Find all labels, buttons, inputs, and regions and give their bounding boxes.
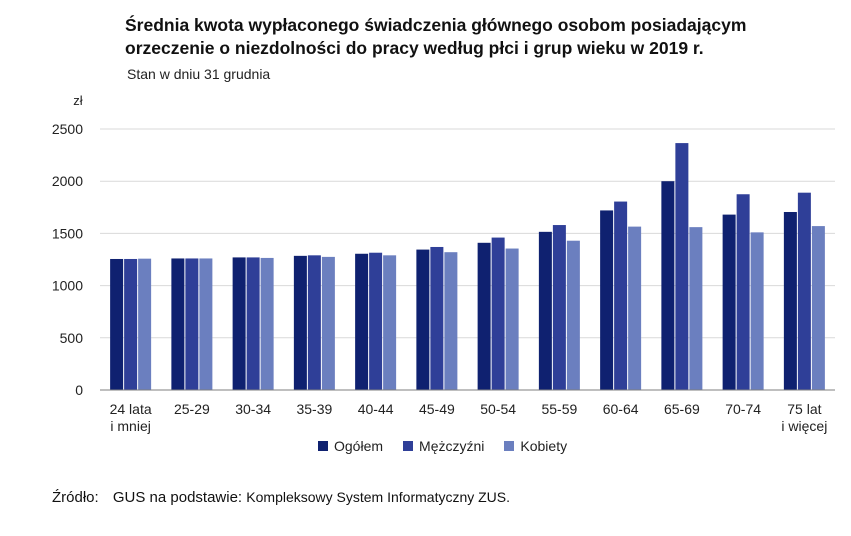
x-tick-label: 45-49 bbox=[419, 401, 455, 417]
bar bbox=[566, 240, 580, 390]
x-tick-label: 24 lata i mniej bbox=[110, 401, 152, 434]
x-tick-label: 25-29 bbox=[174, 401, 210, 417]
bar bbox=[552, 225, 566, 390]
y-tick-label: 1500 bbox=[52, 225, 83, 241]
bar bbox=[689, 227, 703, 390]
legend-swatch-ogolem bbox=[318, 441, 328, 451]
legend-label-kobiety: Kobiety bbox=[520, 438, 568, 454]
bar bbox=[307, 255, 321, 390]
x-tick-label: 70-74 bbox=[725, 401, 761, 417]
bar bbox=[232, 257, 246, 390]
bar bbox=[383, 255, 397, 390]
x-tick-label: 75 lat i więcej bbox=[781, 401, 827, 434]
legend-item-kobiety: Kobiety bbox=[504, 438, 567, 454]
bar bbox=[600, 210, 614, 390]
bar bbox=[416, 249, 430, 390]
x-tick-label: 40-44 bbox=[358, 401, 394, 417]
bar bbox=[293, 255, 307, 390]
bar bbox=[355, 253, 369, 390]
x-tick-label: 35-39 bbox=[296, 401, 332, 417]
bar bbox=[675, 143, 689, 390]
bar bbox=[783, 211, 797, 390]
legend-item-mezczyzni: Mężczyźni bbox=[403, 438, 484, 454]
bar bbox=[260, 257, 274, 390]
bar bbox=[628, 226, 642, 390]
bar bbox=[491, 237, 505, 390]
chart-legend: Ogółem Mężczyźni Kobiety bbox=[318, 438, 567, 454]
y-tick-label: 1000 bbox=[52, 278, 83, 294]
bar bbox=[797, 192, 811, 390]
bar bbox=[246, 257, 260, 390]
bar bbox=[811, 226, 825, 390]
bar bbox=[430, 246, 444, 390]
x-tick-label: 30-34 bbox=[235, 401, 271, 417]
bar bbox=[124, 258, 138, 390]
bar bbox=[736, 194, 750, 390]
bar bbox=[750, 232, 764, 390]
source-basis: GUS na podstawie: bbox=[112, 489, 243, 506]
y-axis-unit-label: zł bbox=[73, 93, 83, 108]
source-text: Kompleksowy System Informatyczny ZUS. bbox=[246, 489, 511, 505]
bar bbox=[110, 258, 124, 390]
bar bbox=[171, 258, 185, 390]
bar bbox=[614, 201, 628, 390]
bar bbox=[444, 252, 458, 390]
y-tick-label: 2500 bbox=[52, 121, 83, 137]
y-tick-label: 500 bbox=[60, 330, 84, 346]
legend-swatch-kobiety bbox=[504, 441, 515, 451]
bar bbox=[661, 181, 675, 390]
chart-subtitle: Stan w dniu 31 grudnia bbox=[127, 66, 271, 82]
source-label: Źródło: bbox=[52, 489, 99, 506]
bar bbox=[538, 231, 552, 390]
bar bbox=[199, 258, 213, 390]
legend-swatch-mezczyzni bbox=[403, 441, 414, 451]
chart-title: Średnia kwota wypłaconego świadczenia gł… bbox=[125, 15, 747, 58]
legend-label-mezczyzni: Mężczyźni bbox=[419, 438, 485, 454]
legend-label-ogolem: Ogółem bbox=[334, 438, 384, 454]
bar bbox=[505, 248, 519, 390]
y-tick-label: 2000 bbox=[52, 173, 83, 189]
source-note: Źródło: GUS na podstawie: Kompleksowy Sy… bbox=[52, 489, 510, 506]
bar bbox=[722, 214, 736, 390]
x-tick-label: 65-69 bbox=[664, 401, 700, 417]
bar bbox=[321, 256, 335, 390]
bar bbox=[138, 258, 152, 390]
y-tick-label: 0 bbox=[75, 382, 83, 398]
legend-item-ogolem: Ogółem bbox=[318, 438, 383, 454]
bar bbox=[477, 242, 491, 390]
x-tick-label: 50-54 bbox=[480, 401, 516, 417]
x-tick-label: 55-59 bbox=[541, 401, 577, 417]
bar bbox=[185, 258, 199, 390]
x-tick-label: 60-64 bbox=[603, 401, 639, 417]
bar bbox=[369, 252, 383, 390]
